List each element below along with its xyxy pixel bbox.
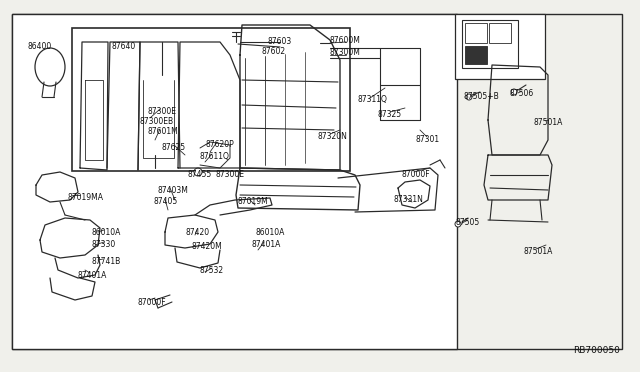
Circle shape: [194, 168, 202, 176]
Circle shape: [455, 221, 461, 227]
Text: 87019MA: 87019MA: [68, 193, 104, 202]
Circle shape: [466, 94, 472, 100]
Text: 87300E: 87300E: [216, 170, 245, 179]
Text: 87741B: 87741B: [91, 257, 120, 266]
Text: 86010A: 86010A: [255, 228, 284, 237]
Bar: [12, 14, 457, 349]
Text: 87640: 87640: [112, 42, 136, 51]
Text: 87506: 87506: [510, 89, 534, 98]
Text: 87405: 87405: [153, 197, 177, 206]
Text: 87403M: 87403M: [158, 186, 189, 195]
Text: 86400: 86400: [28, 42, 52, 51]
Text: 87455: 87455: [188, 170, 212, 179]
Bar: [462, 20, 518, 68]
Text: 87611Q: 87611Q: [200, 152, 230, 161]
Text: 87501A: 87501A: [533, 118, 563, 127]
Text: 86010A: 86010A: [92, 228, 122, 237]
Text: 87420: 87420: [185, 228, 209, 237]
Text: 87620P: 87620P: [205, 140, 234, 149]
Text: 87331N: 87331N: [393, 195, 423, 204]
Text: 87603: 87603: [268, 37, 292, 46]
Text: 87505+B: 87505+B: [463, 92, 499, 101]
Text: 87300M: 87300M: [330, 48, 361, 57]
Text: 87019M: 87019M: [237, 197, 268, 206]
Text: 87625: 87625: [162, 143, 186, 152]
Text: 87501A: 87501A: [524, 247, 554, 256]
Bar: [465, 23, 487, 43]
Text: 87000F: 87000F: [137, 298, 166, 307]
Ellipse shape: [35, 48, 65, 86]
Text: 87300EB: 87300EB: [140, 117, 174, 126]
Text: 87420M: 87420M: [192, 242, 223, 251]
Text: 87401A: 87401A: [252, 240, 282, 249]
Text: 87602: 87602: [262, 47, 286, 56]
Text: 87601M: 87601M: [148, 127, 179, 136]
Circle shape: [511, 89, 517, 95]
Bar: [72, 28, 350, 171]
Bar: [465, 46, 487, 64]
Bar: [489, 23, 511, 43]
Text: 87505: 87505: [456, 218, 480, 227]
Text: 87401A: 87401A: [78, 271, 108, 280]
Text: 87300E: 87300E: [148, 107, 177, 116]
Text: RB700050: RB700050: [573, 346, 620, 355]
Text: 87532: 87532: [200, 266, 224, 275]
Text: 87325: 87325: [378, 110, 402, 119]
Text: 87330: 87330: [92, 240, 116, 249]
Text: 87600M: 87600M: [330, 36, 361, 45]
Text: 87301: 87301: [415, 135, 439, 144]
Text: 87311Q: 87311Q: [358, 95, 388, 104]
Text: 87000F: 87000F: [402, 170, 431, 179]
Bar: [455, 14, 545, 79]
Text: 87320N: 87320N: [318, 132, 348, 141]
